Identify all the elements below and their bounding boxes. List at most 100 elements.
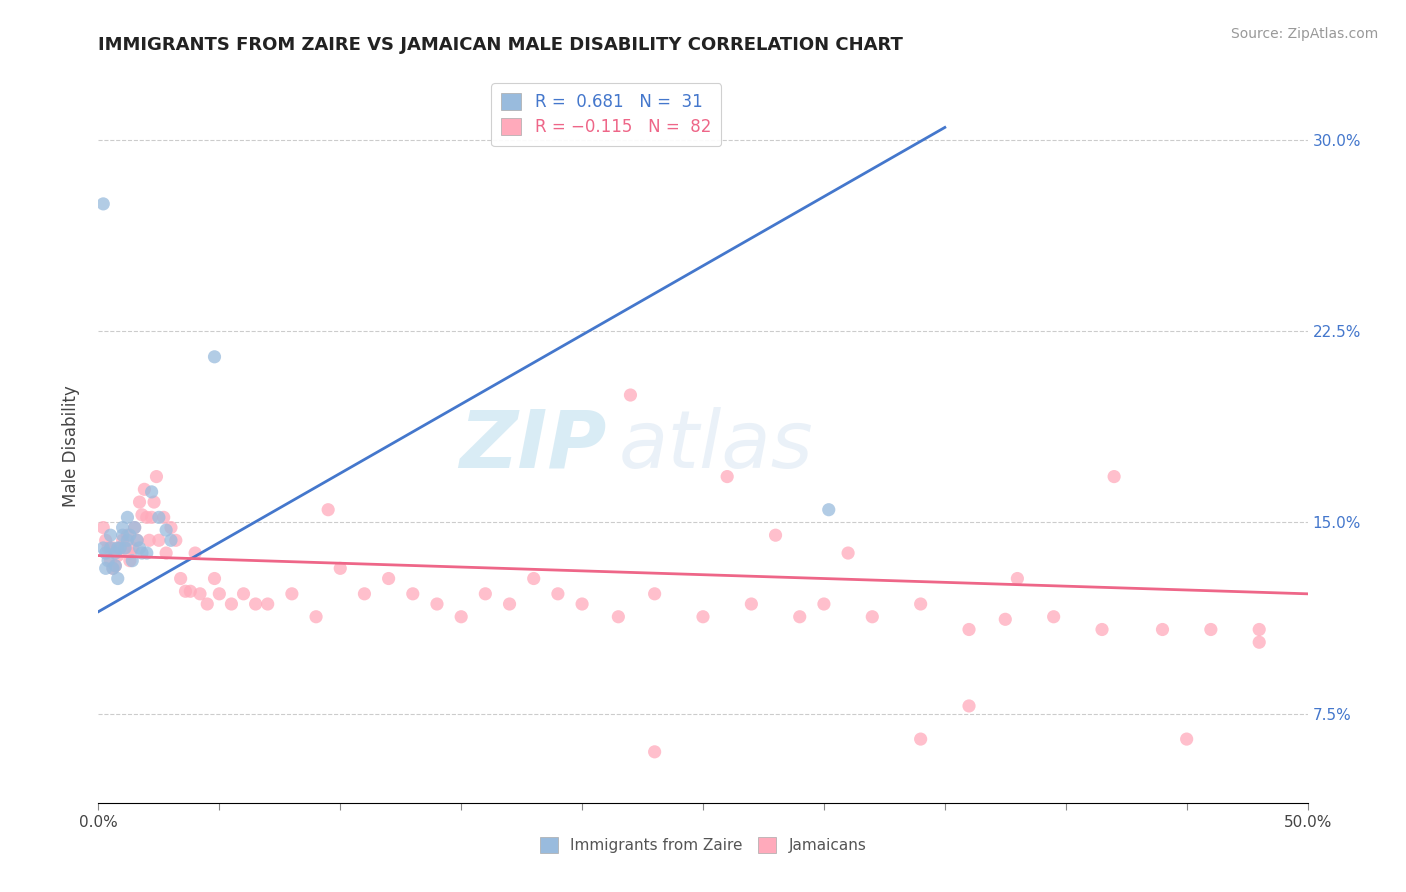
Point bbox=[100, 541, 122, 555]
Point bbox=[547, 587, 569, 601]
Point bbox=[108, 541, 131, 555]
Point bbox=[117, 528, 139, 542]
Point bbox=[644, 745, 666, 759]
Point bbox=[148, 510, 170, 524]
Point bbox=[716, 469, 738, 483]
Point bbox=[817, 502, 839, 516]
Point bbox=[644, 587, 666, 601]
Point bbox=[316, 502, 339, 516]
Point bbox=[837, 546, 859, 560]
Point bbox=[155, 523, 177, 537]
Point bbox=[619, 388, 641, 402]
Point bbox=[692, 609, 714, 624]
Point bbox=[107, 541, 129, 555]
Point bbox=[148, 533, 170, 548]
Point bbox=[1249, 623, 1271, 637]
Point bbox=[141, 484, 163, 499]
Point bbox=[124, 520, 146, 534]
Point bbox=[111, 520, 134, 534]
Point bbox=[118, 528, 141, 542]
Point bbox=[740, 597, 762, 611]
Point bbox=[114, 541, 136, 555]
Point bbox=[208, 587, 231, 601]
Y-axis label: Male Disability: Male Disability bbox=[62, 385, 80, 507]
Point bbox=[607, 609, 630, 624]
Point bbox=[184, 546, 207, 560]
Point bbox=[101, 561, 124, 575]
Point bbox=[131, 508, 153, 522]
Point bbox=[108, 541, 131, 555]
Point bbox=[188, 587, 211, 601]
Text: ZIP: ZIP bbox=[458, 407, 606, 485]
Point bbox=[281, 587, 304, 601]
Point bbox=[910, 732, 932, 747]
Point bbox=[498, 597, 520, 611]
Point bbox=[910, 597, 932, 611]
Point bbox=[141, 510, 163, 524]
Point bbox=[145, 469, 167, 483]
Point bbox=[104, 546, 127, 560]
Point bbox=[402, 587, 425, 601]
Point bbox=[100, 554, 122, 568]
Point bbox=[91, 541, 114, 555]
Point bbox=[813, 597, 835, 611]
Point bbox=[860, 609, 883, 624]
Text: atlas: atlas bbox=[619, 407, 813, 485]
Point bbox=[127, 533, 149, 548]
Point bbox=[179, 584, 201, 599]
Legend: Immigrants from Zaire, Jamaicans: Immigrants from Zaire, Jamaicans bbox=[533, 831, 873, 859]
Point bbox=[1249, 635, 1271, 649]
Point bbox=[245, 597, 267, 611]
Point bbox=[117, 510, 139, 524]
Point bbox=[305, 609, 328, 624]
Point bbox=[523, 572, 546, 586]
Point bbox=[160, 520, 183, 534]
Point bbox=[204, 572, 226, 586]
Point bbox=[101, 541, 124, 555]
Point bbox=[1175, 732, 1198, 747]
Point bbox=[152, 510, 174, 524]
Point bbox=[1152, 623, 1174, 637]
Point bbox=[329, 561, 352, 575]
Point bbox=[204, 350, 226, 364]
Point bbox=[127, 533, 149, 548]
Point bbox=[174, 584, 197, 599]
Point bbox=[1007, 572, 1029, 586]
Point bbox=[957, 698, 980, 713]
Point bbox=[107, 549, 129, 563]
Point bbox=[135, 510, 157, 524]
Point bbox=[100, 528, 122, 542]
Point bbox=[124, 520, 146, 534]
Text: IMMIGRANTS FROM ZAIRE VS JAMAICAN MALE DISABILITY CORRELATION CHART: IMMIGRANTS FROM ZAIRE VS JAMAICAN MALE D… bbox=[98, 36, 903, 54]
Point bbox=[101, 561, 124, 575]
Point bbox=[450, 609, 472, 624]
Point bbox=[107, 572, 129, 586]
Point bbox=[94, 533, 117, 548]
Point bbox=[195, 597, 218, 611]
Point bbox=[111, 528, 134, 542]
Point bbox=[1199, 623, 1222, 637]
Point bbox=[1102, 469, 1125, 483]
Point bbox=[128, 495, 150, 509]
Point bbox=[377, 572, 399, 586]
Point bbox=[994, 612, 1017, 626]
Point bbox=[1091, 623, 1114, 637]
Point bbox=[128, 541, 150, 555]
Point bbox=[117, 533, 139, 548]
Point bbox=[97, 554, 120, 568]
Point bbox=[571, 597, 593, 611]
Point bbox=[111, 533, 134, 548]
Point bbox=[121, 541, 143, 555]
Point bbox=[91, 520, 114, 534]
Point bbox=[353, 587, 375, 601]
Point bbox=[94, 546, 117, 560]
Point bbox=[426, 597, 449, 611]
Point bbox=[789, 609, 811, 624]
Point bbox=[104, 558, 127, 573]
Point bbox=[143, 495, 166, 509]
Point bbox=[118, 546, 141, 560]
Point bbox=[1042, 609, 1064, 624]
Point bbox=[765, 528, 787, 542]
Point bbox=[165, 533, 187, 548]
Point bbox=[134, 483, 156, 497]
